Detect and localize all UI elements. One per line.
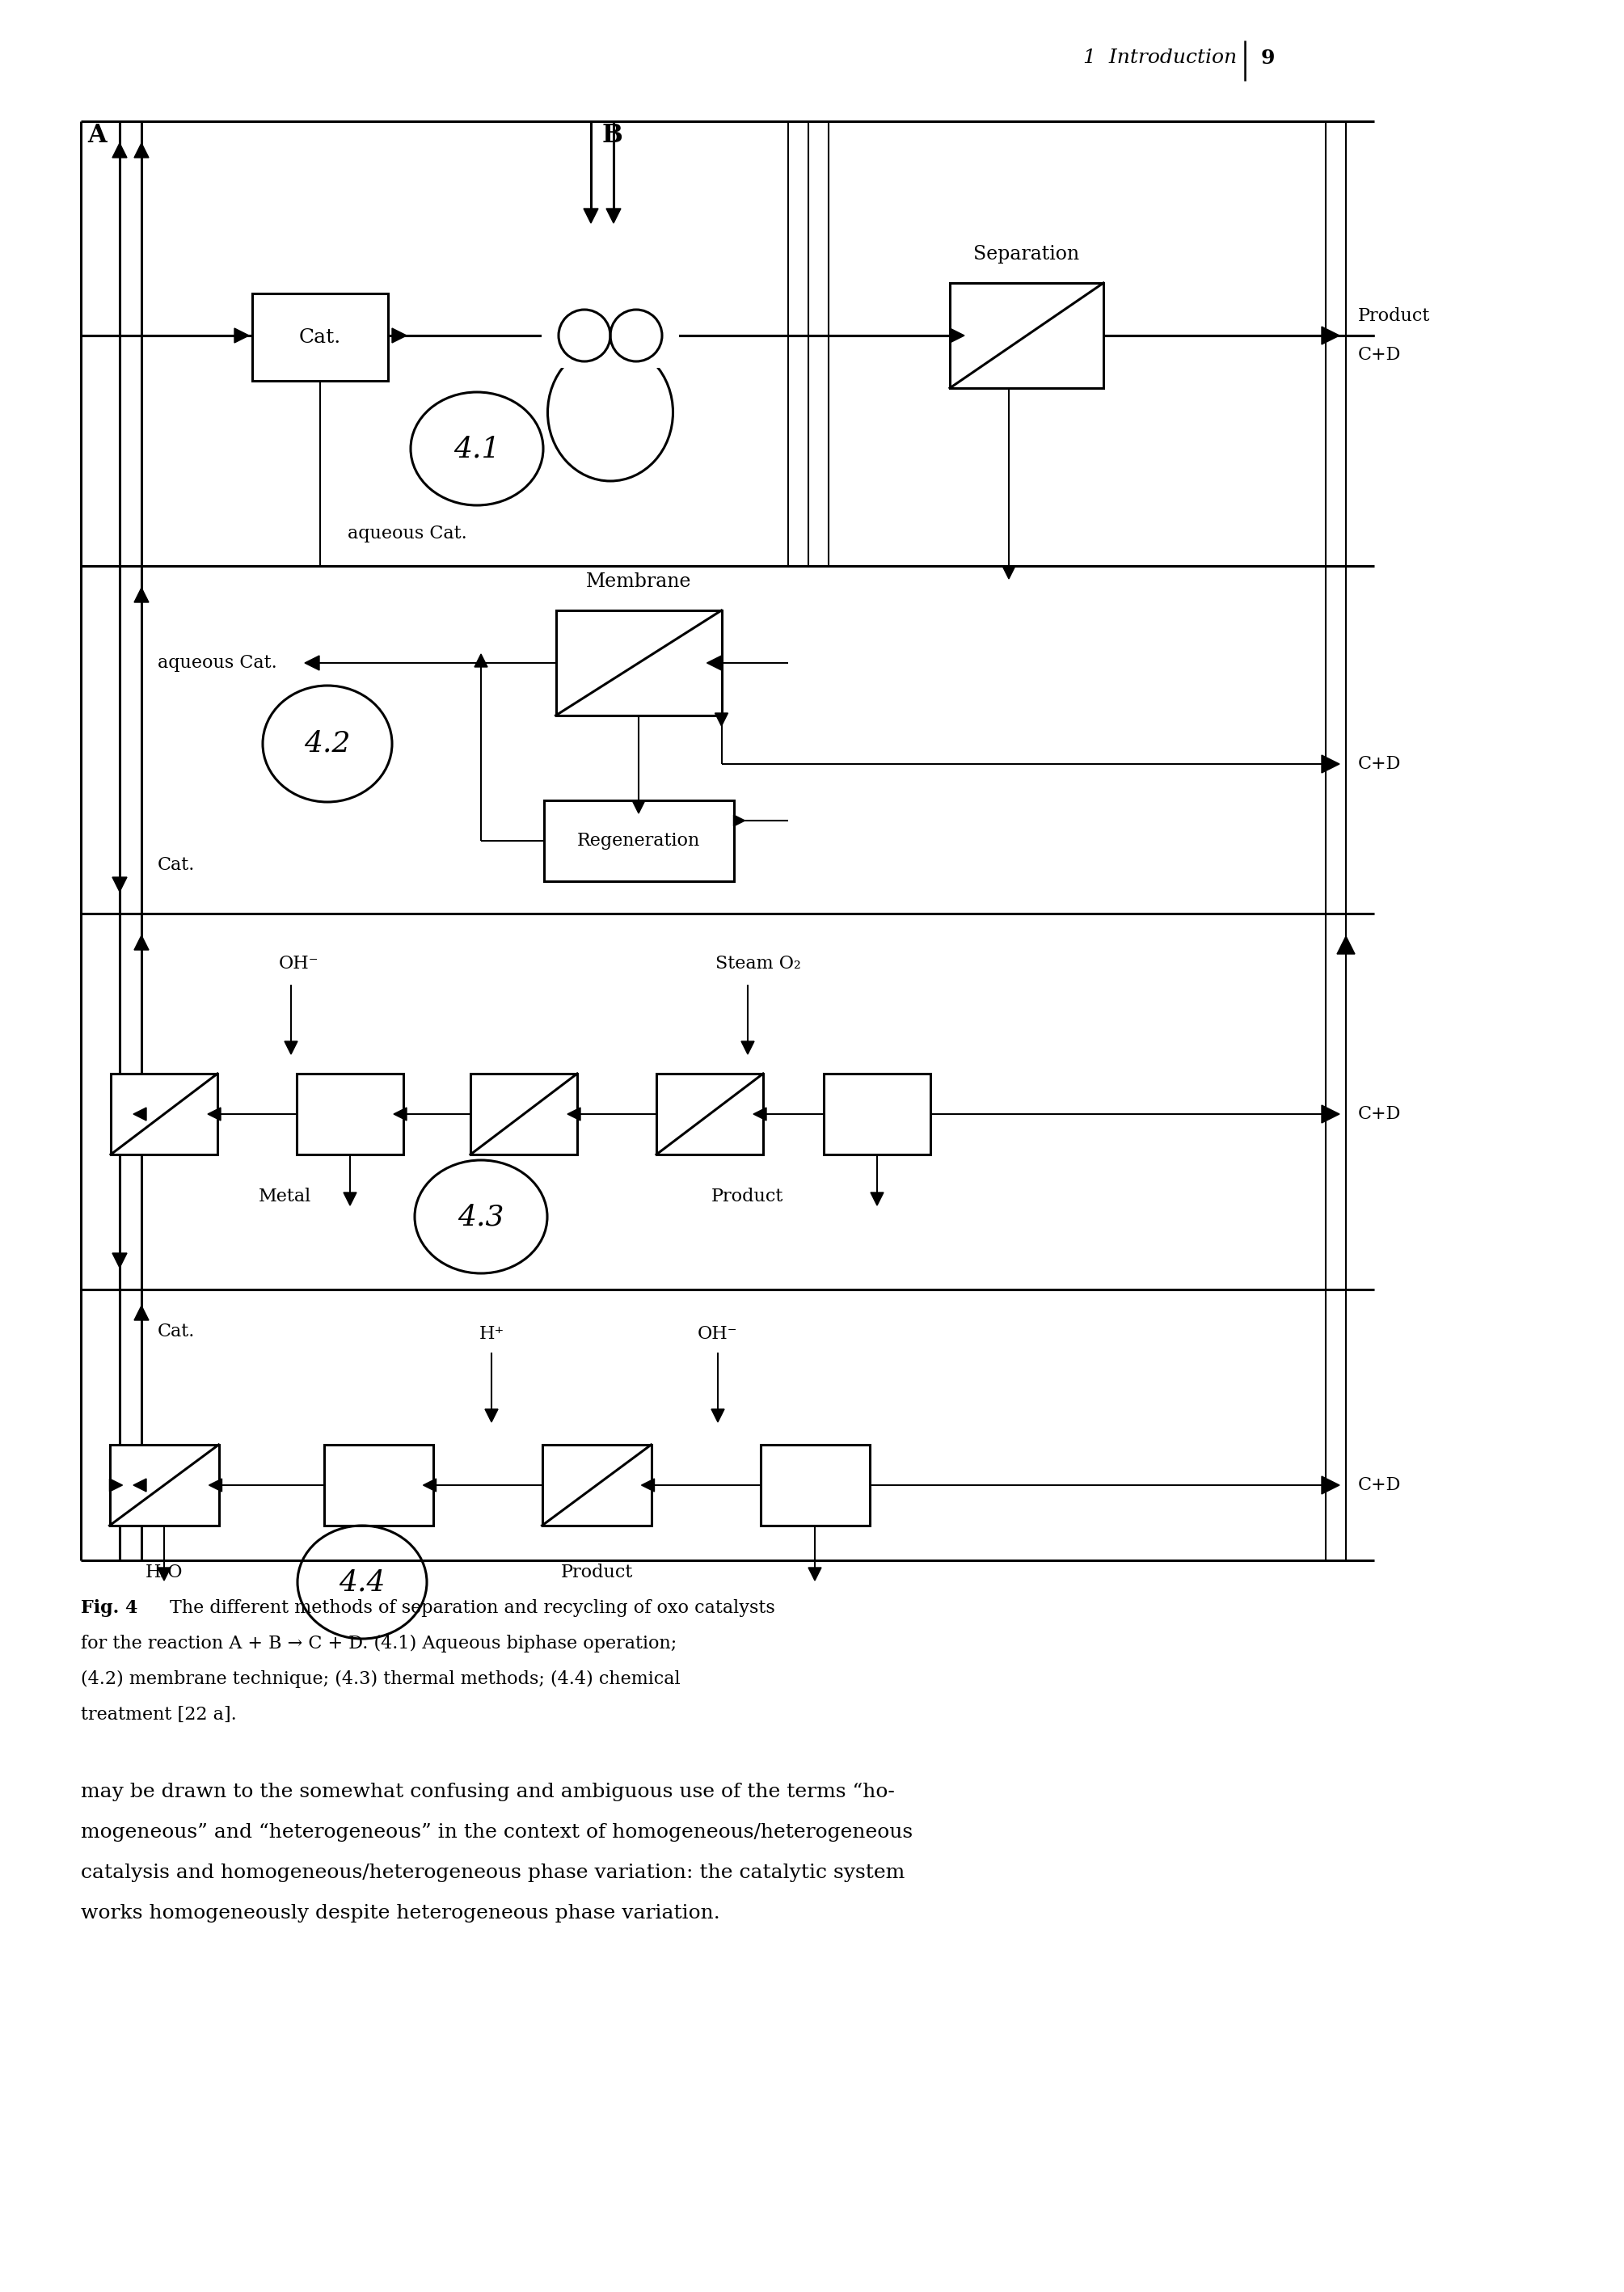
Polygon shape — [158, 1568, 171, 1581]
Text: Membrane: Membrane — [586, 573, 692, 591]
Text: aqueous Cat.: aqueous Cat. — [158, 653, 278, 672]
Text: H₂O: H₂O — [145, 1563, 184, 1581]
Polygon shape — [133, 1478, 146, 1492]
Text: 1  Introduction: 1 Introduction — [1083, 48, 1237, 66]
Polygon shape — [606, 209, 620, 222]
Text: A: A — [88, 124, 107, 149]
Polygon shape — [109, 1478, 122, 1492]
Polygon shape — [135, 587, 149, 603]
Polygon shape — [135, 142, 149, 158]
Polygon shape — [706, 656, 721, 669]
Bar — [950, 282, 1103, 387]
Polygon shape — [711, 1410, 724, 1421]
Polygon shape — [391, 328, 406, 344]
Bar — [656, 1073, 763, 1155]
Polygon shape — [1322, 1105, 1340, 1123]
Bar — [541, 328, 679, 367]
Polygon shape — [305, 656, 320, 669]
Text: C+D: C+D — [1358, 1476, 1402, 1494]
Polygon shape — [424, 1478, 437, 1492]
Text: OH⁻: OH⁻ — [698, 1325, 737, 1343]
Polygon shape — [1322, 1476, 1340, 1494]
Polygon shape — [393, 1107, 406, 1121]
Bar — [110, 1073, 218, 1155]
Polygon shape — [741, 1041, 754, 1054]
Bar — [109, 1444, 219, 1526]
Polygon shape — [1337, 935, 1354, 953]
Text: Product: Product — [1358, 307, 1431, 325]
Polygon shape — [1322, 754, 1340, 772]
Polygon shape — [950, 328, 965, 344]
Polygon shape — [135, 935, 149, 949]
Text: Cat.: Cat. — [299, 328, 341, 346]
Text: 4.4: 4.4 — [339, 1568, 385, 1595]
Text: 9: 9 — [1262, 48, 1275, 69]
Bar — [297, 1073, 403, 1155]
Text: treatment [22 a].: treatment [22 a]. — [81, 1705, 237, 1724]
Bar — [823, 1073, 931, 1155]
Polygon shape — [474, 653, 487, 667]
Bar — [323, 1444, 434, 1526]
Text: Separation: Separation — [974, 245, 1080, 264]
Text: The different methods of separation and recycling of oxo catalysts: The different methods of separation and … — [171, 1600, 775, 1616]
Polygon shape — [284, 1041, 297, 1054]
Text: Cat.: Cat. — [158, 1322, 195, 1341]
Text: aqueous Cat.: aqueous Cat. — [348, 525, 468, 543]
Polygon shape — [583, 209, 598, 222]
Bar — [555, 610, 721, 715]
Text: Cat.: Cat. — [158, 857, 195, 873]
Polygon shape — [112, 142, 127, 158]
Text: C+D: C+D — [1358, 754, 1402, 772]
Text: Steam O₂: Steam O₂ — [716, 956, 801, 972]
Text: for the reaction A + B → C + D. (4.1) Aqueous biphase operation;: for the reaction A + B → C + D. (4.1) Aq… — [81, 1634, 677, 1653]
Text: mogeneous” and “heterogeneous” in the context of homogeneous/heterogeneous: mogeneous” and “heterogeneous” in the co… — [81, 1822, 913, 1843]
Polygon shape — [754, 1107, 767, 1121]
Text: 4.2: 4.2 — [304, 731, 351, 759]
Polygon shape — [208, 1107, 221, 1121]
Text: B: B — [603, 124, 624, 149]
Bar — [252, 293, 388, 380]
Text: 4.1: 4.1 — [453, 435, 500, 463]
Polygon shape — [112, 1254, 127, 1267]
Polygon shape — [715, 713, 728, 727]
Polygon shape — [734, 816, 745, 825]
Text: Product: Product — [711, 1187, 784, 1206]
Text: (4.2) membrane technique; (4.3) thermal methods; (4.4) chemical: (4.2) membrane technique; (4.3) thermal … — [81, 1671, 680, 1689]
Bar — [471, 1073, 577, 1155]
Text: Fig. 4: Fig. 4 — [81, 1600, 138, 1616]
Polygon shape — [870, 1192, 883, 1206]
Text: Metal: Metal — [258, 1187, 312, 1206]
Polygon shape — [486, 1410, 499, 1421]
Ellipse shape — [547, 344, 672, 481]
Bar — [542, 1444, 651, 1526]
Polygon shape — [1002, 566, 1015, 580]
Polygon shape — [809, 1568, 822, 1581]
Text: catalysis and homogeneous/heterogeneous phase variation: the catalytic system: catalysis and homogeneous/heterogeneous … — [81, 1863, 905, 1882]
Polygon shape — [234, 328, 248, 344]
Text: H⁺: H⁺ — [479, 1325, 503, 1343]
Bar — [760, 1444, 869, 1526]
Polygon shape — [133, 1107, 146, 1121]
Polygon shape — [135, 1306, 149, 1320]
Polygon shape — [1322, 328, 1340, 344]
Text: 4.3: 4.3 — [458, 1203, 503, 1231]
Text: may be drawn to the somewhat confusing and ambiguous use of the terms “ho-: may be drawn to the somewhat confusing a… — [81, 1783, 895, 1802]
Bar — [544, 800, 734, 880]
Polygon shape — [344, 1192, 357, 1206]
Polygon shape — [641, 1478, 654, 1492]
Polygon shape — [567, 1107, 580, 1121]
Text: works homogeneously despite heterogeneous phase variation.: works homogeneously despite heterogeneou… — [81, 1905, 719, 1923]
Text: Regeneration: Regeneration — [577, 832, 700, 850]
Text: C+D: C+D — [1358, 1105, 1402, 1123]
Text: Product: Product — [560, 1563, 633, 1581]
Polygon shape — [112, 878, 127, 892]
Polygon shape — [209, 1478, 222, 1492]
Polygon shape — [632, 800, 645, 814]
Text: C+D: C+D — [1358, 346, 1402, 364]
Text: OH⁻: OH⁻ — [279, 956, 318, 972]
